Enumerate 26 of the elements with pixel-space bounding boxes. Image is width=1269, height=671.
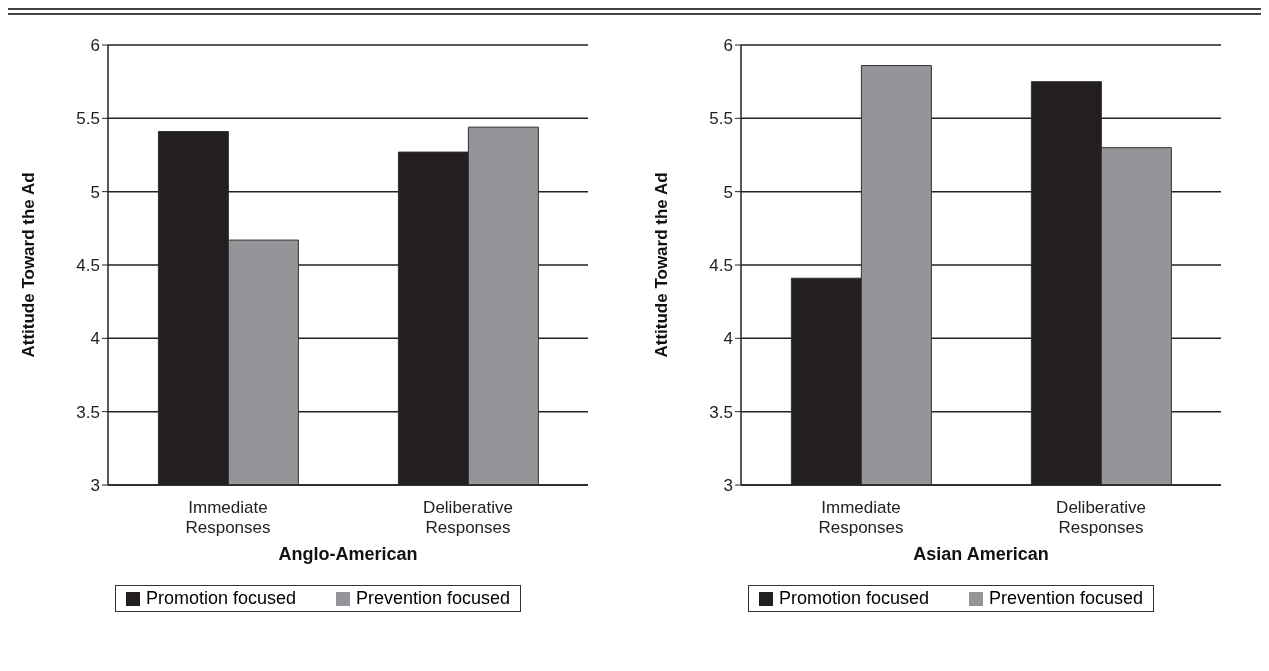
y-tick-label: 3 xyxy=(90,476,100,496)
y-tick-label: 5.5 xyxy=(709,109,733,129)
y-tick-label: 5 xyxy=(90,182,100,202)
y-tick-label: 4 xyxy=(723,329,733,349)
x-axis-title: Asian American xyxy=(913,544,1049,564)
y-tick-label: 4.5 xyxy=(76,256,100,276)
y-tick-label: 5 xyxy=(723,182,733,202)
x-tick-label: Immediate Responses xyxy=(818,498,904,537)
y-tick-label: 4 xyxy=(90,329,100,349)
y-axis-title: Attitude Toward the Ad xyxy=(19,172,39,358)
x-tick-label: Deliberative Responses xyxy=(1056,498,1146,537)
y-tick-label: 4.5 xyxy=(709,256,733,276)
x-tick-label: Immediate Responses xyxy=(185,498,271,537)
y-tick-label: 3 xyxy=(723,476,733,496)
y-tick-label: 3.5 xyxy=(76,402,100,422)
legend-label: Promotion focused xyxy=(144,588,296,609)
legend-label: Prevention focused xyxy=(355,588,511,609)
y-axis-title: Attitude Toward the Ad xyxy=(652,172,672,358)
y-tick-label: 6 xyxy=(90,36,100,56)
legend-label: Prevention focused xyxy=(988,588,1144,609)
y-tick-label: 3.5 xyxy=(709,402,733,422)
legend-label: Promotion focused xyxy=(777,588,929,609)
x-tick-label: Deliberative Responses xyxy=(423,498,513,537)
y-tick-label: 6 xyxy=(723,36,733,56)
x-axis-title: Anglo-American xyxy=(278,544,418,564)
y-tick-label: 5.5 xyxy=(76,109,100,129)
